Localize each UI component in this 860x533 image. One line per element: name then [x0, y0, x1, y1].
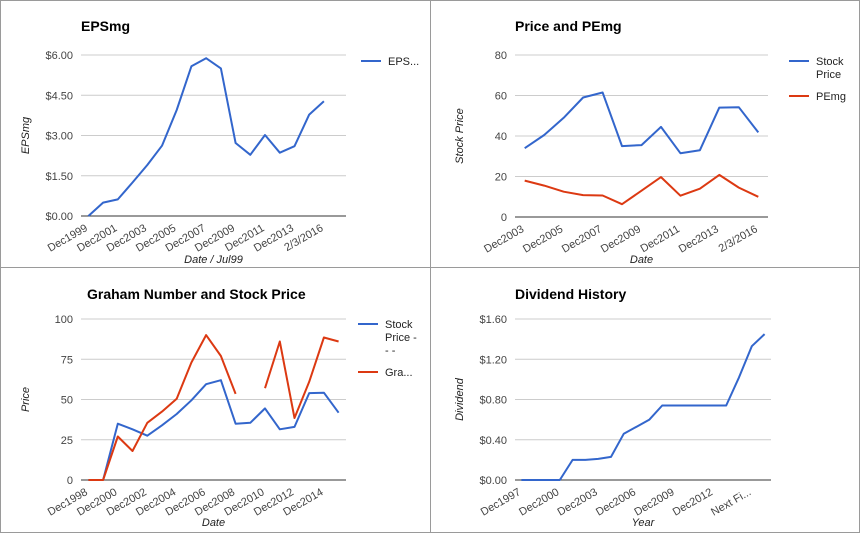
x-tick-label: Next Fi... [709, 486, 753, 518]
y-axis-title: Dividend [454, 377, 466, 421]
y-tick-label: $0.00 [45, 211, 73, 223]
series-line-2 [88, 334, 339, 481]
y-tick-label: 20 [495, 172, 507, 184]
y-tick-label: 25 [61, 435, 73, 447]
dividend-chart-panel: Dividend History $0.00 $0.40 $0.80 $1.20 $1.6… [430, 267, 860, 533]
x-tick-label: Dec2011 [638, 223, 681, 255]
x-tick-label: 2/3/2016 [717, 223, 760, 255]
x-tick-label: Dec2003 [556, 486, 600, 518]
y-tick-label: $0.80 [479, 395, 507, 407]
y-axis-title: Price [20, 387, 32, 412]
price-pe-chart-panel: Price and PEmg 0 20 40 60 80 Dec2003 Dec2005 Dec… [430, 0, 860, 268]
y-tick-label: 0 [67, 475, 73, 487]
series-line-1 [521, 333, 766, 481]
y-tick-label: 40 [495, 131, 507, 143]
series-line-1 [88, 379, 340, 481]
eps-chart-panel: EPSmg $0.00 $1.50 $3.00 $4.50 $6.00 Dec1999 Dec… [0, 0, 431, 268]
chart-title: Dividend History [515, 286, 626, 302]
legend-label: EPS... [388, 56, 419, 68]
legend-label: Stock Price -- - [385, 319, 417, 357]
series-line-1 [87, 57, 325, 217]
y-axis-title: EPSmg [20, 116, 32, 154]
series-line-1 [524, 91, 760, 155]
y-tick-label: 75 [61, 354, 73, 366]
x-tick-label: Dec2012 [671, 486, 715, 518]
chart-svg: EPSmg$0.00$1.50$3.00$4.50$6.00Dec1999Dec… [20, 18, 419, 266]
y-tick-label: 50 [61, 395, 73, 407]
x-tick-label: Dec2009 [632, 486, 676, 518]
chart-svg: Graham Number and Stock Price 0 25 50 75 100 D… [20, 286, 417, 529]
y-tick-label: 0 [501, 212, 507, 224]
legend-label: Stock Price [816, 56, 844, 81]
x-tick-label: Dec2000 [517, 486, 561, 518]
x-tick-label: Dec2007 [560, 223, 604, 255]
x-tick-label: Dec2003 [482, 223, 526, 255]
x-axis-title: Date / Jul99 [184, 254, 243, 266]
x-axis-title: Year [632, 517, 656, 529]
y-tick-label: $1.50 [45, 171, 73, 183]
series-line-2 [524, 173, 759, 206]
y-tick-label: $4.50 [45, 90, 73, 102]
chart-title: EPSmg [81, 18, 130, 34]
graham-chart-panel: Graham Number and Stock Price 0 25 50 75 100 D… [0, 267, 431, 533]
x-tick-label: Dec2013 [677, 223, 721, 255]
x-tick-label: Dec2005 [521, 223, 565, 255]
y-tick-label: 60 [495, 91, 507, 103]
y-tick-label: $0.00 [479, 475, 507, 487]
y-axis-title: Stock Price [454, 108, 466, 164]
chart-svg: Dividend History $0.00 $0.40 $0.80 $1.20 $1.6… [454, 286, 771, 529]
chart-title: Price and PEmg [515, 18, 622, 34]
legend-label: PEmg [816, 91, 846, 103]
y-tick-label: $6.00 [45, 50, 73, 62]
chart-title: Graham Number and Stock Price [87, 286, 306, 302]
y-tick-label: $1.60 [479, 314, 507, 326]
legend-label: Gra... [385, 367, 413, 379]
chart-svg: Price and PEmg020406080Dec2003Dec2005Dec… [454, 18, 846, 266]
x-axis-title: Date [202, 517, 225, 529]
x-tick-label: Dec1997 [479, 486, 523, 518]
x-tick-label: Dec2009 [599, 223, 643, 255]
y-tick-label: $0.40 [479, 435, 507, 447]
x-tick-label: Dec2006 [594, 486, 638, 518]
y-tick-label: 80 [495, 50, 507, 62]
y-tick-label: $1.20 [479, 354, 507, 366]
y-tick-label: 100 [55, 314, 73, 326]
x-axis-title: Date [630, 254, 653, 266]
y-tick-label: $3.00 [45, 131, 73, 143]
